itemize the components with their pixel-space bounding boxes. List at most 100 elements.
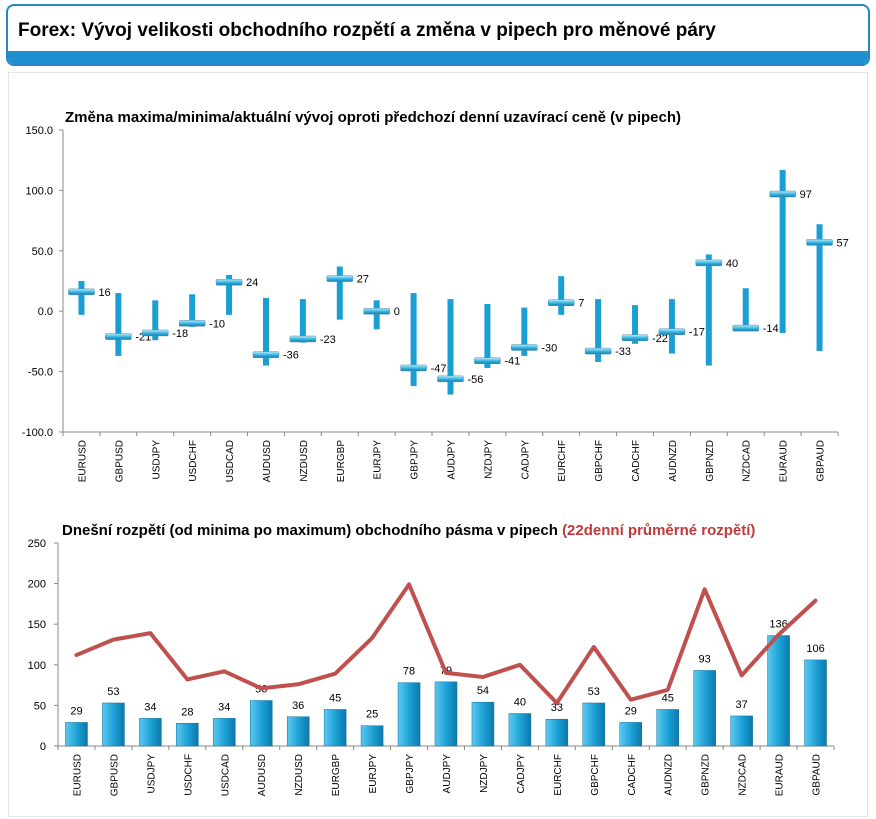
chart2-title: Dnešní rozpětí (od minima po maximum) ob… (62, 522, 755, 539)
chart2-category-label: AUDJPY (442, 754, 453, 794)
chart2-title-main: Dnešní rozpětí (od minima po maximum) ob… (62, 522, 558, 539)
chart1-category-label: GBPCHF (594, 440, 605, 482)
range-bar (226, 274, 233, 315)
range-bar (115, 293, 122, 356)
range-bar-today (804, 659, 827, 747)
chart1-category-label: GBPUSD (114, 440, 125, 482)
range-bar-today (102, 702, 125, 747)
chart1-y-tick-label: 0.0 (38, 306, 53, 318)
chart2-category-label: EURGBP (331, 754, 342, 797)
current-value-label: -17 (689, 327, 705, 339)
current-value-label: 24 (246, 277, 258, 289)
chart2-category-label: AUDNZD (664, 754, 675, 796)
bar-value-label: 78 (403, 666, 415, 678)
range-bar-today (65, 722, 88, 747)
bar-value-label: 25 (366, 709, 378, 721)
chart2-category-label: EURJPY (368, 754, 379, 794)
range-bar (742, 288, 749, 330)
chart2-category-label: EURAUD (775, 754, 786, 796)
bar-value-label: 33 (551, 702, 563, 714)
bar-value-label: 45 (662, 692, 674, 704)
current-marker (769, 190, 796, 198)
bar-value-label: 106 (806, 643, 824, 655)
range-bar (632, 305, 639, 344)
current-value-label: -30 (541, 342, 557, 354)
chart1-category-label: GBPNZD (705, 440, 716, 482)
bar-value-label: 29 (625, 705, 637, 717)
chart1-category-label: USDJPY (151, 440, 162, 480)
chart2-category-label: CADJPY (516, 754, 527, 794)
chart2-category-label: EURCHF (553, 754, 564, 796)
chart1-y-tick-label: 100.0 (25, 185, 53, 197)
chart1-category-label: EURUSD (77, 440, 88, 482)
bar-value-label: 34 (218, 701, 230, 713)
range-bar-today (693, 670, 716, 747)
range-bar-today (434, 681, 458, 747)
current-marker (363, 307, 390, 315)
chart2-category-label: USDCAD (220, 754, 231, 796)
bar-value-label: 37 (735, 699, 747, 711)
chart1-category-label: EURGBP (336, 440, 347, 483)
chart2-y-tick-label: 50 (34, 700, 46, 712)
current-value-label: -18 (172, 328, 188, 340)
range-bar (336, 266, 343, 320)
bar-value-label: 34 (144, 701, 156, 713)
current-marker (68, 288, 95, 296)
current-marker (105, 333, 132, 340)
bar-value-label: 29 (70, 705, 82, 717)
chart1-category-label: AUDJPY (447, 440, 458, 480)
chart2-y-tick-label: 250 (28, 538, 46, 550)
chart1-category-label: AUDUSD (262, 440, 273, 482)
range-bar (447, 299, 454, 395)
chart1-category-label: NZDJPY (483, 440, 494, 479)
chart2-category-label: EURUSD (72, 754, 83, 796)
current-marker (252, 351, 280, 358)
chart2-category-label: USDJPY (146, 754, 157, 794)
chart1-y-tick-label: 50.0 (32, 246, 53, 258)
current-value-label: -23 (320, 334, 336, 346)
chart1-y-tick-label: 150.0 (25, 125, 53, 137)
chart1-title: Změna maxima/minima/aktuální vývoj oprot… (65, 109, 681, 126)
range-bar-today (323, 709, 347, 747)
current-value-label: -22 (652, 333, 668, 345)
chart2-category-label: GBPNZD (701, 754, 712, 796)
current-marker (621, 334, 649, 342)
range-bar-today (767, 635, 790, 747)
page-title: Forex: Vývoj velikosti obchodního rozpět… (18, 20, 716, 41)
current-marker (142, 329, 169, 337)
current-value-label: -10 (209, 318, 225, 330)
range-bar-today (397, 682, 421, 747)
current-value-label: 16 (98, 287, 110, 299)
current-marker (658, 328, 686, 335)
range-bar-today (545, 718, 569, 747)
range-bar (558, 276, 565, 315)
chart2-category-label: GBPJPY (405, 754, 416, 794)
chart1-category-label: USDCAD (225, 440, 236, 482)
chart2-y-tick-label: 150 (28, 619, 46, 631)
chart1-category-label: AUDNZD (668, 440, 679, 482)
bar-value-label: 53 (107, 686, 119, 698)
bar-value-label: 54 (477, 685, 489, 697)
current-marker (584, 347, 612, 355)
current-marker (326, 275, 354, 282)
range-bar (152, 300, 159, 341)
current-marker (437, 375, 464, 383)
current-value-label: 27 (357, 274, 369, 286)
chart2-y-tick-label: 200 (28, 579, 46, 591)
chart1-category-label: GBPJPY (410, 440, 421, 480)
range-bar (78, 281, 85, 315)
header-panel: Forex: Vývoj velikosti obchodního rozpět… (6, 4, 870, 66)
current-value-label: -14 (763, 323, 779, 335)
current-value-label: -36 (283, 350, 299, 362)
charts-panel (8, 72, 868, 817)
range-bar (595, 299, 602, 362)
range-bar-today (286, 716, 310, 747)
chart1-category-label: GBPAUD (816, 440, 827, 482)
chart1-category-label: NZDUSD (299, 440, 310, 482)
current-marker (806, 239, 833, 246)
range-bar-today (508, 713, 532, 747)
bar-value-label: 36 (292, 700, 304, 712)
chart1-category-label: EURJPY (373, 440, 384, 480)
range-chart: -100.0-50.00.050.0100.0150.016EURUSD-21G… (22, 125, 849, 482)
